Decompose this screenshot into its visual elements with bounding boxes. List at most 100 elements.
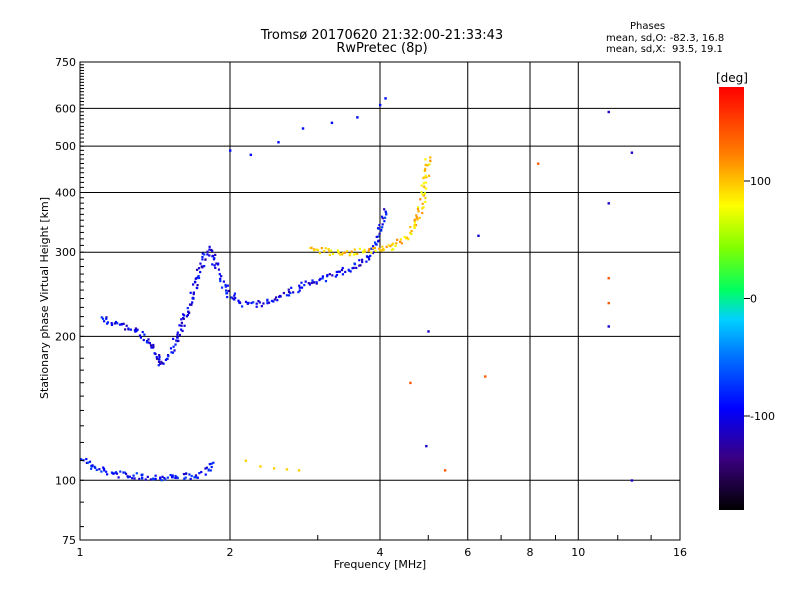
y-tick-label: 750 [55,56,76,69]
data-point [349,270,352,273]
data-point [378,224,381,227]
data-point [536,162,540,165]
data-point [387,244,391,247]
data-point [300,281,303,284]
chart-subtitle: RwPretec (8p) [336,41,428,56]
data-point [220,286,224,289]
data-point [260,305,263,308]
plot-frame [79,61,681,541]
data-point [312,281,315,284]
data-point [422,182,425,185]
data-point [176,333,179,336]
data-point [413,226,416,230]
data-point [335,273,339,277]
data-point [607,276,610,280]
data-point [323,250,326,253]
data-point [98,468,101,471]
data-point [421,211,424,215]
colorbar [719,87,744,510]
data-point [355,266,358,270]
data-point [337,251,340,254]
data-point [391,242,395,245]
data-point [381,223,384,226]
data-point [319,277,322,280]
data-point [424,196,427,200]
data-point [417,210,420,213]
data-point [116,322,119,325]
data-point [91,464,94,467]
data-point [326,275,329,278]
data-point [424,158,427,161]
data-point [226,284,229,287]
data-point [324,279,328,283]
data-point [151,477,155,480]
data-point [352,266,355,269]
data-point [147,341,150,344]
data-point [310,281,313,285]
data-point [208,248,211,251]
data-point [377,235,380,238]
data-point [324,247,327,250]
data-point [173,349,176,352]
y-tick-label: 400 [55,186,76,199]
data-point [380,229,383,232]
x-axis-ticks: 1 2 4 6 8 10 16 [77,64,687,559]
data-point [429,159,432,162]
data-point [181,329,184,333]
data-point [344,270,347,274]
data-point [149,344,153,347]
data-point [266,298,269,301]
data-point [330,121,334,125]
data-point [331,274,334,277]
data-point [304,280,307,283]
data-point [298,286,301,289]
data-point [152,343,155,347]
data-point [352,253,356,256]
data-point [131,477,134,480]
data-point [224,283,227,287]
data-point [410,229,413,233]
data-point [389,245,392,248]
data-point [298,284,301,287]
data-point [405,236,409,239]
data-point [287,290,291,294]
x-tick-label: 10 [571,546,585,559]
data-point [312,249,316,252]
data-point [320,247,323,250]
data-point [382,248,385,251]
data-point [217,268,221,271]
data-point [154,474,157,477]
data-point [272,300,275,303]
data-point [385,245,388,248]
data-point [214,253,217,256]
data-point [164,358,167,361]
data-point [106,321,110,324]
data-point [105,322,109,325]
data-point [169,473,172,477]
data-point [381,226,384,229]
data-point [189,477,192,481]
data-point [163,477,166,480]
data-point [157,360,161,363]
data-point [237,299,240,302]
data-point [303,283,306,287]
data-point [203,265,206,268]
data-point [128,475,131,478]
data-point [356,252,359,256]
data-point [172,345,175,348]
data-point [110,471,114,474]
data-point [86,461,90,464]
data-point [262,302,265,305]
data-point [136,328,139,331]
data-point [607,110,610,114]
data-point [383,220,386,223]
data-point [477,234,480,237]
data-point [166,476,169,479]
data-point [90,464,93,468]
x-tick-label: 16 [673,546,687,559]
x-tick-label: 8 [527,546,534,559]
data-point [379,249,382,252]
data-point [161,362,164,365]
data-point [413,221,417,224]
data-point [282,291,286,295]
